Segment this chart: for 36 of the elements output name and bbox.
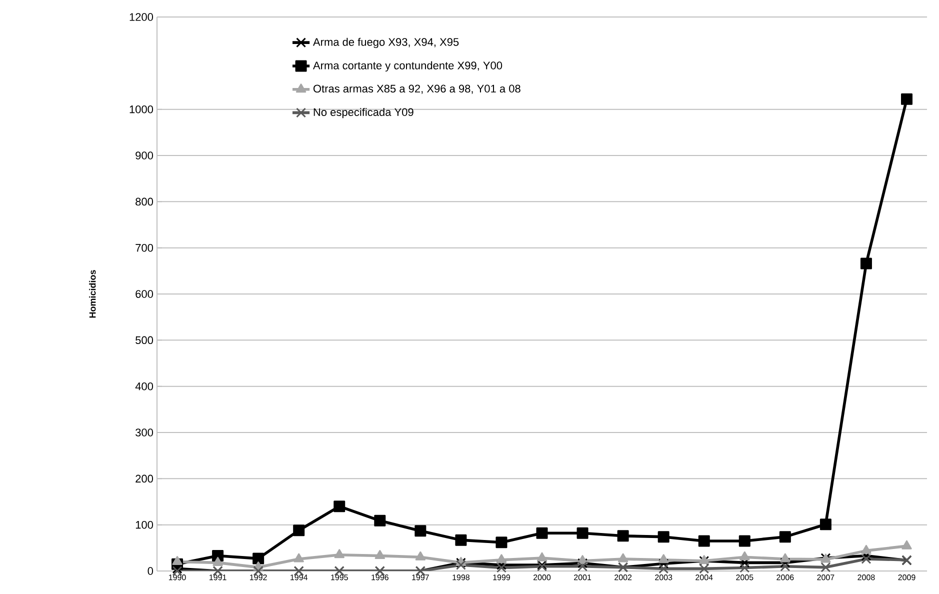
x-tick-label: 1992 (250, 574, 267, 580)
x-tick-label: 2000 (534, 574, 551, 580)
x-tick-label: 2004 (696, 574, 713, 580)
y-tick-label: 900 (136, 152, 154, 160)
y-tick-label: 1000 (130, 105, 154, 114)
x-tick-label: 2003 (655, 574, 672, 580)
x-tick-label: 1999 (493, 574, 510, 580)
y-tick-label: 100 (136, 520, 154, 529)
x-tick-label: 1990 (168, 574, 186, 580)
legend-label: Arma de fuego X93, X94, X95 (312, 38, 459, 48)
x-tick-label: 2001 (574, 574, 592, 580)
x-tick-label: 2007 (817, 574, 834, 580)
x-tick-label: 2008 (858, 574, 875, 580)
x-tick-label: 1996 (372, 574, 388, 580)
y-tick-label: 400 (135, 382, 154, 390)
x-tick-label: 2005 (736, 574, 754, 580)
x-tick-label: 2002 (614, 574, 632, 580)
y-tick-label: 600 (136, 290, 154, 298)
legend-label: Otras armas X85 a 92, X96 a 98, Y01 a 08 (313, 84, 520, 94)
y-tick-label: 300 (136, 428, 154, 436)
y-axis-title: Homicidios (89, 270, 96, 318)
y-tick-label: 200 (136, 474, 154, 483)
y-tick-label: 700 (136, 244, 154, 252)
x-tick-label: 1995 (331, 574, 348, 580)
x-tick-label: 2009 (898, 574, 916, 580)
x-tick-label: 1994 (290, 574, 308, 580)
y-tick-label: 0 (148, 567, 154, 575)
y-tick-label: 1200 (130, 13, 154, 21)
legend-label: Arma cortante y contundente X99, Y00 (312, 61, 502, 72)
x-tick-label: 1998 (452, 574, 470, 580)
x-tick-label: 2006 (776, 574, 794, 580)
legend-label: No especificada Y09 (314, 108, 414, 118)
x-tick-label: 1997 (412, 574, 429, 580)
x-tick-label: 1991 (210, 574, 226, 580)
y-tick-label: 800 (136, 198, 154, 206)
y-tick-label: 500 (136, 336, 154, 344)
